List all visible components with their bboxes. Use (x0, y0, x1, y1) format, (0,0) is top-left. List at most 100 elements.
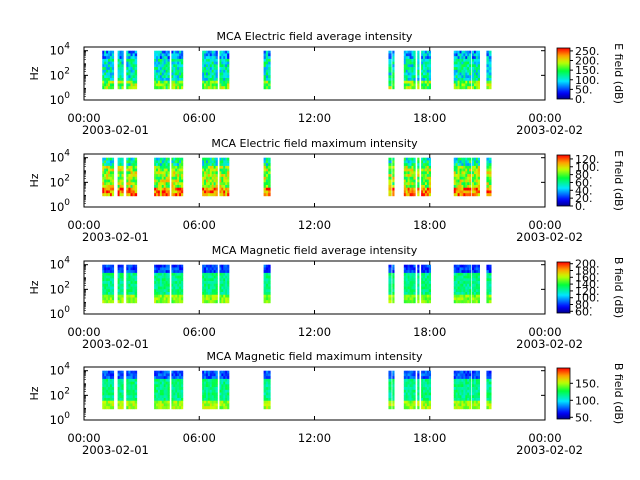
spectrogram-cell (225, 157, 228, 161)
spectrogram-cell (405, 387, 408, 391)
spectrogram-cell (219, 58, 222, 62)
spectrogram-cell (472, 275, 475, 279)
spectrogram-cell (488, 77, 492, 82)
spectrogram-cell (163, 397, 166, 402)
spectrogram-cell (225, 373, 228, 377)
spectrogram-cell (467, 395, 470, 399)
spectrogram-cell (159, 83, 163, 87)
spectrogram-cell (407, 163, 410, 167)
spectrogram-cell (204, 376, 207, 380)
spectrogram-cell (179, 297, 182, 301)
spectrogram-cell (102, 80, 105, 84)
spectrogram-cell (175, 168, 178, 172)
spectrogram-cell (423, 165, 426, 169)
spectrogram-cell (392, 381, 395, 385)
spectrogram-cell (102, 179, 105, 183)
spectrogram-cell (173, 395, 176, 399)
spectrogram-cell (161, 80, 165, 84)
spectrogram-cell (167, 376, 170, 380)
spectrogram-cell (154, 370, 157, 374)
spectrogram-cell (265, 275, 269, 279)
spectrogram-cell (108, 395, 111, 399)
spectrogram-cell (421, 187, 424, 191)
spectrogram-cell (177, 77, 180, 82)
spectrogram-cell (426, 283, 430, 287)
spectrogram-cell (457, 182, 460, 186)
spectrogram-cell (159, 171, 163, 175)
spectrogram-cell (108, 267, 111, 271)
spectrogram-cell (111, 406, 115, 410)
spectrogram-cell (467, 387, 470, 391)
spectrogram-cell (204, 289, 207, 293)
spectrogram-cell (477, 300, 480, 304)
spectrogram-cell (173, 190, 176, 194)
spectrogram-cell (477, 163, 480, 167)
spectrogram-cell (171, 278, 174, 282)
spectrogram-cell (411, 289, 414, 293)
spectrogram-cell (421, 289, 424, 293)
spectrogram-cell (459, 72, 462, 76)
spectrogram-cell (215, 297, 218, 301)
spectrogram-cell (104, 406, 107, 410)
spectrogram-cell (156, 190, 159, 194)
spectrogram-cell (223, 53, 226, 57)
spectrogram-cell (111, 64, 115, 68)
spectrogram-cell (161, 67, 165, 71)
spectrogram-cell (221, 370, 224, 374)
spectrogram-cell (177, 187, 180, 191)
spectrogram-cell (417, 179, 420, 183)
spectrogram-cell (108, 171, 111, 175)
spectrogram-cell (108, 381, 111, 385)
spectrogram-cell (108, 297, 111, 301)
spectrogram-cell (104, 278, 107, 282)
spectrogram-cell (128, 272, 131, 276)
spectrogram-cell (163, 291, 166, 296)
spectrogram-cell (179, 182, 182, 186)
spectrogram-cell (207, 387, 211, 391)
spectrogram-cell (424, 50, 428, 54)
spectrogram-cell (426, 267, 430, 271)
spectrogram-cell (457, 300, 460, 304)
spectrogram-cell (459, 264, 462, 268)
spectrogram-cell (392, 72, 395, 76)
colorbar-tick-label: 40. (575, 184, 593, 197)
spectrogram-cell (388, 297, 392, 301)
spectrogram-cell (165, 67, 168, 71)
spectrogram-cell (207, 56, 211, 60)
spectrogram-cell (163, 64, 166, 68)
spectrogram-cell (215, 264, 218, 268)
spectrogram-cell (111, 294, 115, 298)
spectrogram-cell (156, 58, 159, 62)
spectrogram-cell (106, 64, 109, 68)
spectrogram-cell (263, 392, 267, 396)
spectrogram-cell (204, 294, 207, 298)
spectrogram-cell (455, 270, 458, 274)
spectrogram-cell (179, 64, 182, 68)
spectrogram-cell (417, 289, 420, 293)
spectrogram-cell (488, 67, 492, 71)
spectrogram-cell (173, 72, 176, 76)
spectrogram-cell (265, 289, 269, 293)
spectrogram-cell (202, 264, 205, 268)
spectrogram-cell (453, 171, 456, 175)
spectrogram-cell (227, 72, 230, 76)
spectrogram-cell (215, 283, 218, 287)
spectrogram-cell (167, 187, 170, 191)
spectrogram-cell (128, 378, 131, 382)
spectrogram-cell (209, 67, 213, 71)
spectrogram-cell (171, 376, 174, 380)
spectrogram-cell (221, 64, 224, 68)
spectrogram-cell (463, 286, 466, 290)
spectrogram-cell (461, 281, 464, 285)
spectrogram-cell (126, 184, 129, 189)
spectrogram-cell (403, 165, 407, 169)
spectrogram-cell (417, 294, 420, 298)
spectrogram-cell (488, 61, 492, 65)
spectrogram-cell (181, 67, 184, 71)
spectrogram-cell (177, 182, 180, 186)
spectrogram-cell (223, 294, 226, 298)
spectrogram-cell (467, 56, 470, 60)
spectrogram-cell (417, 157, 420, 161)
spectrogram-cell (225, 171, 228, 175)
spectrogram-cell (467, 64, 470, 68)
